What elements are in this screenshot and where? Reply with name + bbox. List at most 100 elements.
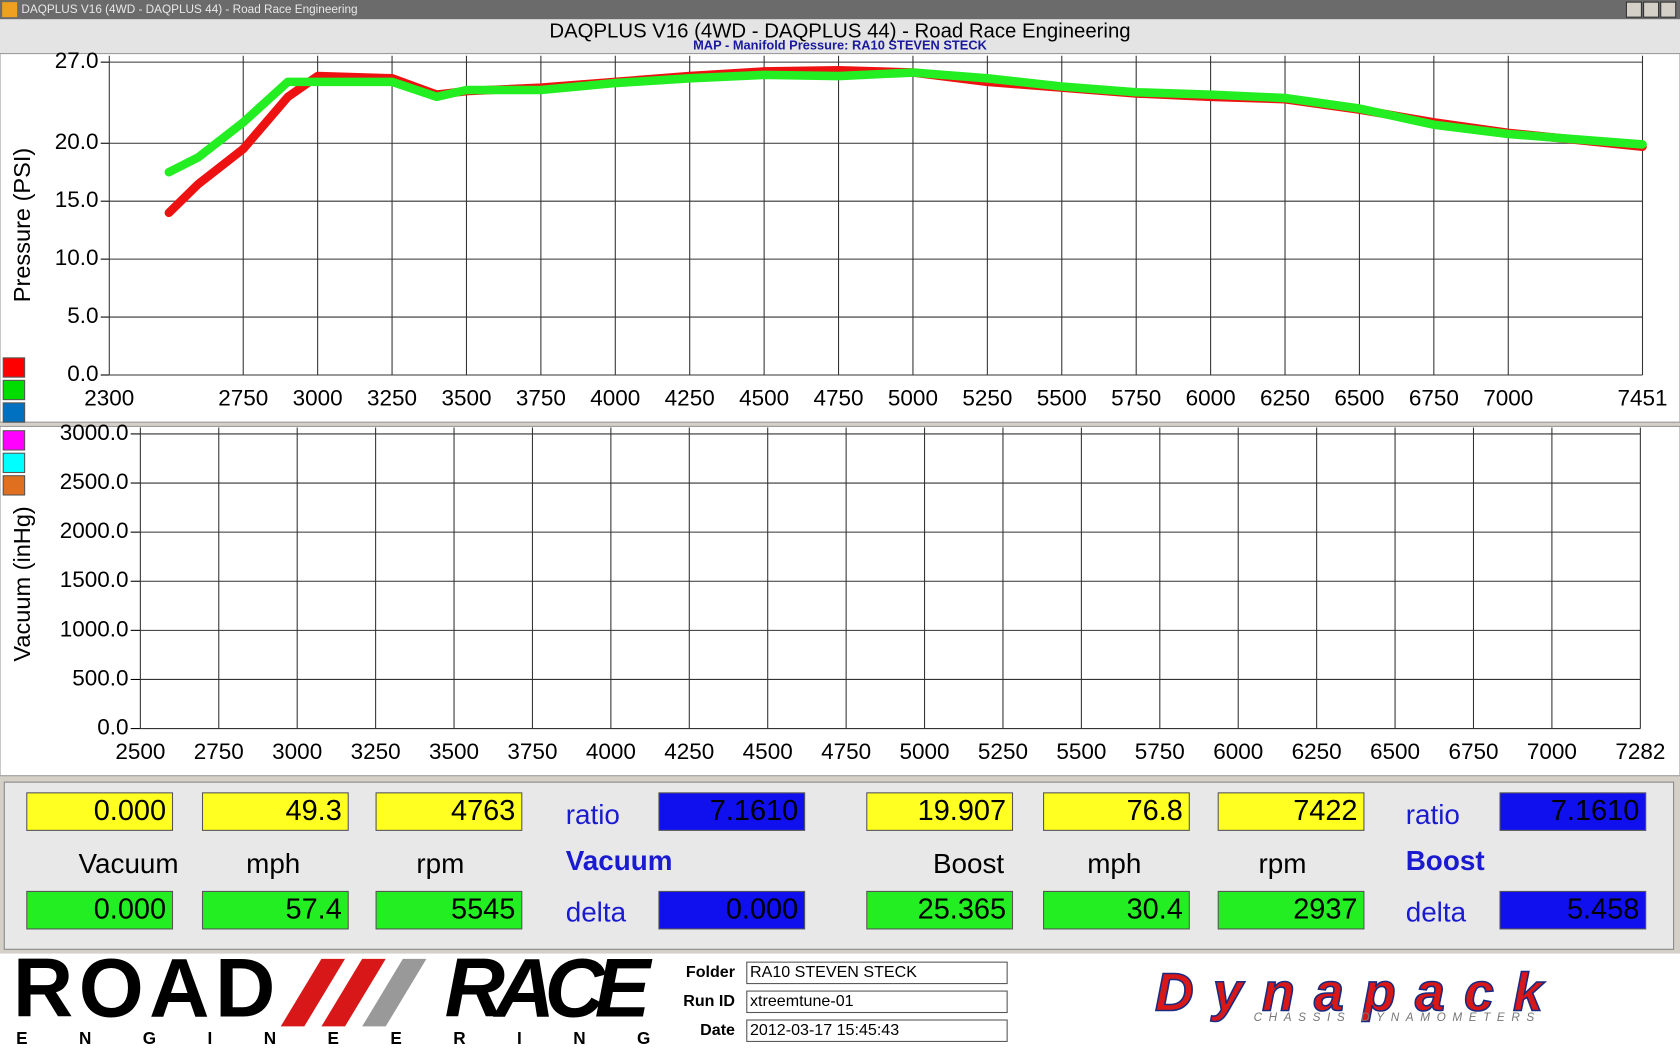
legend-swatch <box>2 357 26 378</box>
readout-box <box>201 890 349 930</box>
readout-box <box>375 792 523 831</box>
readout-box <box>1217 890 1365 930</box>
header-subtitle: MAP - Manifold Pressure: RA10 STEVEN STE… <box>693 37 988 52</box>
x-tick-label: 2300 <box>84 386 134 411</box>
y-tick-label: 0.0 <box>97 715 128 740</box>
readout-box <box>1043 792 1190 831</box>
x-tick-label: 4500 <box>739 386 789 411</box>
header-title: DAQPLUS V16 (4WD - DAQPLUS 44) - Road Ra… <box>549 21 1130 43</box>
field-value: 2012-03-17 15:45:43 <box>750 1021 899 1039</box>
x-tick-label: 4750 <box>814 386 864 411</box>
ratio-label: ratio <box>566 799 620 830</box>
ratio-value: 7.1610 <box>1551 795 1639 827</box>
readout-label: rpm <box>1259 848 1307 879</box>
readout-value: 0.000 <box>94 893 166 925</box>
delta-label: delta <box>566 896 627 927</box>
logo-stripe <box>362 958 427 1027</box>
group-label: Vacuum <box>566 845 673 876</box>
y-tick-label: 3000.0 <box>60 420 129 445</box>
x-tick-label: 3000 <box>272 739 322 764</box>
x-tick-label: 3750 <box>516 386 566 411</box>
readout-value: 5545 <box>451 893 515 925</box>
readout-box <box>26 890 174 930</box>
readout-value: 7422 <box>1293 795 1357 827</box>
y-tick-label: 5.0 <box>67 303 98 328</box>
x-tick-label: 7282 <box>1615 739 1665 764</box>
field-box <box>746 1019 1008 1042</box>
readout-box <box>1217 792 1365 831</box>
delta-value: 5.458 <box>1567 893 1639 925</box>
delta-box <box>1499 890 1647 930</box>
y-tick-label: 0.0 <box>67 361 98 386</box>
x-tick-label: 7000 <box>1527 739 1577 764</box>
legend-swatch <box>2 379 26 401</box>
readout-value: 30.4 <box>1127 893 1183 925</box>
x-tick-label: 6750 <box>1448 739 1498 764</box>
ratio-box <box>658 792 806 831</box>
readout-box <box>375 890 523 930</box>
readout-value: 19.907 <box>918 795 1006 827</box>
y-tick-label: 20.0 <box>55 129 99 154</box>
readout-box <box>201 792 349 831</box>
y-tick-label: 10.0 <box>55 245 99 270</box>
ratio-box <box>1499 792 1647 831</box>
readout-label: mph <box>246 848 300 879</box>
readout-box <box>866 890 1014 930</box>
readout-value: 0.000 <box>94 795 166 827</box>
readout-box <box>866 792 1014 831</box>
readout-value: 4763 <box>451 795 515 827</box>
ratio-value: 7.1610 <box>710 795 798 827</box>
x-tick-label: 5500 <box>1037 386 1087 411</box>
x-tick-label: 2750 <box>194 739 244 764</box>
legend-swatch <box>2 430 26 451</box>
readout-value: 57.4 <box>286 893 342 925</box>
delta-box <box>658 890 806 930</box>
maximize-button[interactable] <box>1643 1 1660 18</box>
x-tick-label: 6500 <box>1334 386 1384 411</box>
x-tick-label: 4500 <box>743 739 793 764</box>
x-tick-label: 3500 <box>441 386 491 411</box>
x-tick-label: 5750 <box>1135 739 1185 764</box>
x-tick-label: 6500 <box>1370 739 1420 764</box>
y-tick-label: 500.0 <box>72 665 128 690</box>
header <box>0 19 1680 54</box>
readout-box <box>1043 890 1190 930</box>
readout-value: 49.3 <box>286 795 342 827</box>
x-tick-label: 3250 <box>367 386 417 411</box>
x-tick-label: 4000 <box>590 386 640 411</box>
series-line <box>164 68 1647 177</box>
logo-stripe <box>321 958 386 1027</box>
y-tick-label: 1000.0 <box>60 616 129 641</box>
x-tick-label: 3250 <box>351 739 401 764</box>
delta-label: delta <box>1406 896 1467 927</box>
x-tick-label: 5750 <box>1111 386 1161 411</box>
x-tick-label: 6250 <box>1260 386 1310 411</box>
x-tick-label: 4750 <box>821 739 871 764</box>
x-tick-label: 4250 <box>664 739 714 764</box>
x-tick-label: 3750 <box>507 739 557 764</box>
y-tick-label: 15.0 <box>55 187 99 212</box>
x-tick-label: 3500 <box>429 739 479 764</box>
minimize-button[interactable] <box>1625 1 1642 18</box>
x-tick-label: 4250 <box>665 386 715 411</box>
ratio-label: ratio <box>1406 799 1460 830</box>
x-tick-label: 4000 <box>586 739 636 764</box>
x-tick-label: 5250 <box>962 386 1012 411</box>
y-tick-label: 1500.0 <box>60 567 129 592</box>
x-tick-label: 3000 <box>293 386 343 411</box>
y-tick-label: 2500.0 <box>60 469 129 494</box>
delta-value: 0.000 <box>726 893 798 925</box>
y-axis-label: Vacuum (inHg) <box>9 506 35 661</box>
y-tick-label: 27.0 <box>55 48 99 73</box>
readout-value: 76.8 <box>1127 795 1183 827</box>
y-axis-label: Pressure (PSI) <box>9 148 35 303</box>
x-tick-label: 5250 <box>978 739 1028 764</box>
x-tick-label: 2750 <box>218 386 268 411</box>
x-tick-label: 6750 <box>1409 386 1459 411</box>
close-button[interactable] <box>1660 1 1677 18</box>
y-tick-label: 2000.0 <box>60 518 129 543</box>
field-label: Date <box>700 1021 735 1039</box>
field-label: Folder <box>686 963 735 981</box>
readout-label: Vacuum <box>79 848 179 879</box>
